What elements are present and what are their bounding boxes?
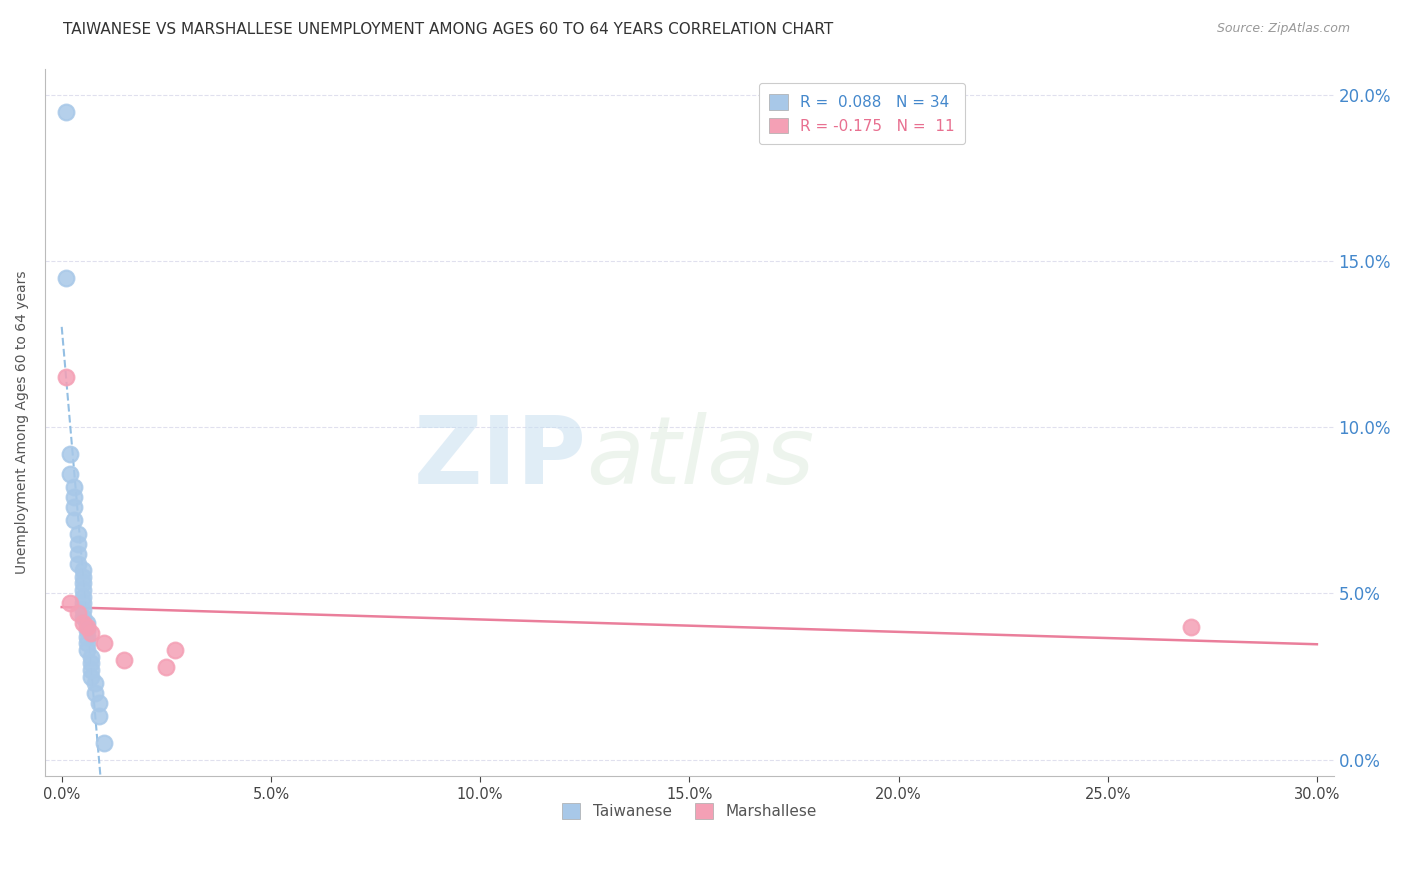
- Point: [93, 736, 115, 750]
- Point: [76, 643, 98, 657]
- Point: [63, 490, 86, 504]
- Point: [72, 616, 94, 631]
- Point: [55, 104, 77, 119]
- Point: [114, 653, 136, 667]
- Point: [67, 547, 90, 561]
- Point: [84, 676, 107, 690]
- Point: [76, 623, 98, 637]
- Point: [55, 370, 77, 384]
- Point: [72, 590, 94, 604]
- Point: [89, 696, 111, 710]
- Point: [72, 603, 94, 617]
- Legend: Taiwanese, Marshallese: Taiwanese, Marshallese: [555, 797, 823, 825]
- Point: [80, 663, 103, 677]
- Point: [76, 616, 98, 631]
- Point: [72, 570, 94, 584]
- Point: [59, 467, 82, 481]
- Point: [80, 626, 103, 640]
- Point: [72, 576, 94, 591]
- Point: [63, 513, 86, 527]
- Point: [67, 557, 90, 571]
- Point: [63, 500, 86, 514]
- Point: [55, 270, 77, 285]
- Point: [72, 609, 94, 624]
- Point: [80, 657, 103, 671]
- Point: [59, 447, 82, 461]
- Point: [76, 620, 98, 634]
- Point: [163, 643, 186, 657]
- Point: [93, 636, 115, 650]
- Point: [84, 686, 107, 700]
- Point: [59, 596, 82, 610]
- Point: [72, 596, 94, 610]
- Point: [67, 536, 90, 550]
- Point: [76, 636, 98, 650]
- Point: [155, 659, 177, 673]
- Y-axis label: Unemployment Among Ages 60 to 64 years: Unemployment Among Ages 60 to 64 years: [15, 270, 30, 574]
- Point: [1180, 620, 1202, 634]
- Point: [80, 649, 103, 664]
- Point: [72, 563, 94, 577]
- Text: TAIWANESE VS MARSHALLESE UNEMPLOYMENT AMONG AGES 60 TO 64 YEARS CORRELATION CHAR: TAIWANESE VS MARSHALLESE UNEMPLOYMENT AM…: [63, 22, 834, 37]
- Point: [72, 583, 94, 598]
- Point: [67, 607, 90, 621]
- Point: [76, 630, 98, 644]
- Point: [67, 526, 90, 541]
- Text: ZIP: ZIP: [413, 412, 586, 504]
- Point: [89, 709, 111, 723]
- Text: Source: ZipAtlas.com: Source: ZipAtlas.com: [1216, 22, 1350, 36]
- Point: [80, 669, 103, 683]
- Text: atlas: atlas: [586, 412, 814, 503]
- Point: [63, 480, 86, 494]
